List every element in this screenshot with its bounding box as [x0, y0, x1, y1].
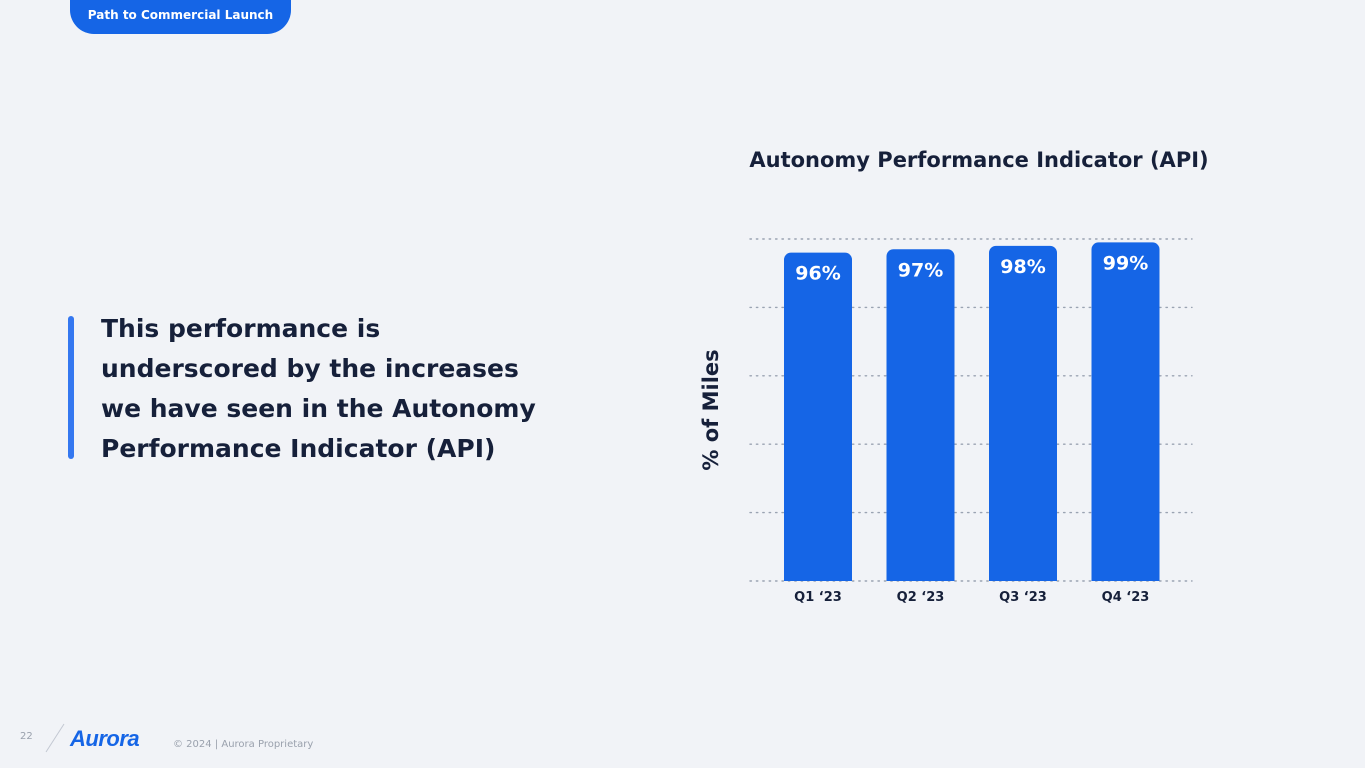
y-axis-label: % of Miles	[699, 349, 723, 470]
x-tick-label: Q4 ‘23	[1102, 590, 1150, 605]
bar-base	[1091, 571, 1160, 581]
data-label: 98%	[1000, 256, 1045, 278]
bar-base	[784, 571, 852, 581]
bar	[989, 245, 1057, 581]
chart-title: Autonomy Performance Indicator (API)	[749, 148, 1209, 172]
section-tab[interactable]: Path to Commercial Launch	[70, 0, 291, 34]
bar-base	[886, 571, 955, 581]
aurora-logo: Aurora	[70, 726, 140, 751]
bar	[1091, 242, 1160, 582]
x-tick-label: Q1 ‘23	[794, 590, 842, 605]
callout-text: This performance is underscored by the i…	[101, 314, 536, 463]
slash-divider	[45, 723, 65, 753]
copyright-text: © 2024 | Aurora Proprietary	[173, 739, 314, 750]
page-number: 22	[20, 731, 33, 742]
data-label: 96%	[795, 263, 840, 285]
bar-base	[989, 571, 1057, 581]
x-tick-label: Q2 ‘23	[897, 590, 945, 605]
data-label: 97%	[898, 259, 943, 281]
bar-chart: % of Miles 96% Q1 ‘23 97% Q2 ‘23 98% Q3 ‘23 99%…	[699, 238, 1193, 605]
data-label: 99%	[1103, 252, 1148, 274]
x-tick-label: Q3 ‘23	[999, 590, 1047, 605]
section-tab-label: Path to Commercial Launch	[87, 8, 274, 22]
bar	[784, 252, 852, 581]
bar	[886, 249, 955, 581]
callout-accent-bar	[68, 316, 74, 459]
